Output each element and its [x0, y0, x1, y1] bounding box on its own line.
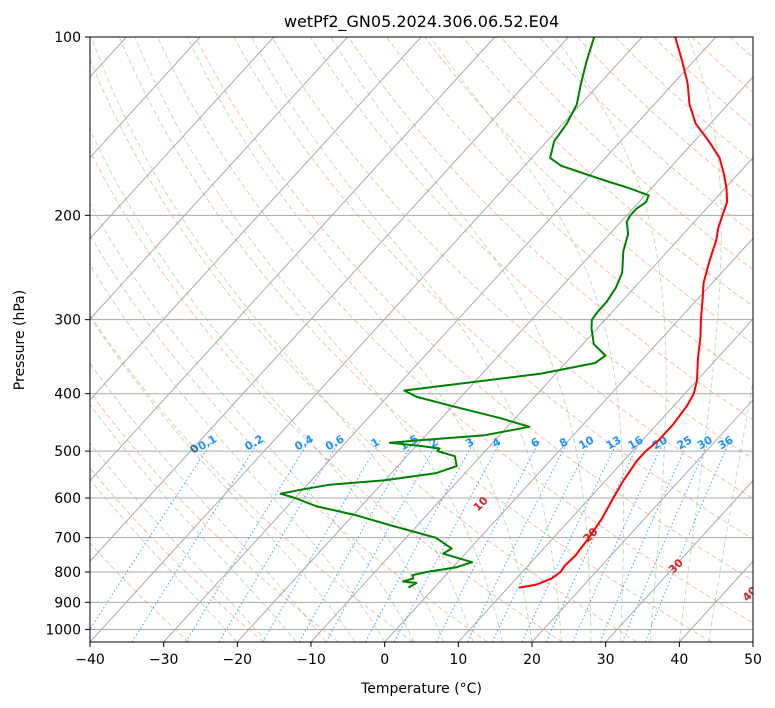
- y-tick-label: 1000: [45, 622, 81, 638]
- y-tick-label: 100: [54, 30, 81, 46]
- y-tick-label: 900: [54, 595, 81, 611]
- isotherm-10: [457, 318, 753, 642]
- mixing-ratio-line: [90, 440, 214, 631]
- isotherm--90: [90, 37, 275, 240]
- y-tick-label: 500: [54, 444, 81, 460]
- dewpoint-line: [279, 37, 650, 589]
- mixing-ratio-line: [599, 440, 690, 642]
- x-tick-label: 30: [597, 652, 615, 668]
- y-tick-label: 400: [54, 387, 81, 403]
- x-axis-title: Temperature (°C): [360, 681, 482, 697]
- isotherm--70: [90, 37, 422, 401]
- plot-frame: [89, 36, 754, 643]
- chart-title: wetPf2_GN05.2024.306.06.52.E04: [284, 12, 559, 32]
- moist-adiabat: [430, 37, 625, 642]
- mixing-ratio-line: [572, 440, 665, 642]
- isotherm--60: [90, 37, 496, 482]
- dry-adiabat: [309, 37, 753, 460]
- moist-adiabat: [186, 37, 533, 642]
- x-tick-label: 40: [670, 652, 688, 668]
- profile-series: [279, 37, 729, 589]
- mixing-ratio-line: [621, 440, 710, 642]
- plot-area: 0.10.20.40.611.52346810131620253036-100-…: [90, 37, 753, 642]
- isotherm--100: [90, 37, 201, 159]
- moist-adiabats: [90, 37, 753, 642]
- moist-adiabat: [90, 403, 297, 642]
- mixing-ratio-line: [131, 440, 260, 642]
- isotherm--40: [90, 37, 643, 642]
- moist-adiabat: [554, 37, 667, 642]
- moist-adiabat: [90, 202, 415, 642]
- x-tick-label: −20: [223, 652, 253, 668]
- y-axis: 100 200 300 400 500 600 700 800 900 1000: [45, 30, 90, 638]
- moist-adiabat: [134, 37, 503, 642]
- y-tick-label: 200: [54, 208, 81, 224]
- x-tick-label: −10: [296, 652, 326, 668]
- moist-adiabat: [708, 379, 753, 642]
- moist-adiabat: [90, 315, 356, 642]
- isotherm--80: [90, 37, 348, 320]
- mixing-ratio-line: [262, 440, 381, 642]
- y-tick-label: 800: [54, 565, 81, 581]
- isobars: [90, 37, 753, 630]
- moist-adiabat: [678, 37, 722, 642]
- y-axis-title: Pressure (hPa): [12, 290, 28, 390]
- y-tick-label: 600: [54, 491, 81, 507]
- dry-adiabat: [157, 37, 753, 624]
- moist-adiabat: [90, 128, 445, 642]
- moist-adiabat: [250, 37, 562, 642]
- isotherm--30: [163, 37, 717, 642]
- x-tick-label: −40: [75, 652, 105, 668]
- dry-adiabat: [424, 37, 753, 344]
- isotherm-20: [531, 399, 753, 642]
- isotherm-0: [384, 237, 753, 642]
- dry-adiabat: [90, 149, 563, 642]
- moist-adiabat: [90, 442, 268, 642]
- x-axis: −40 −30 −20 −10 0 10 20 30 40 50: [75, 642, 762, 668]
- x-tick-label: 20: [523, 652, 541, 668]
- dry-adiabat: [271, 37, 753, 500]
- x-tick-label: 0: [380, 652, 389, 668]
- mixing-ratio-line: [185, 440, 310, 642]
- dry-adiabat: [195, 37, 753, 582]
- isotherm-30: [605, 479, 753, 642]
- y-tick-label: 300: [54, 313, 81, 329]
- moist-adiabat: [330, 37, 592, 642]
- mixing-ratio-line: [364, 440, 476, 642]
- isotherm--10: [310, 156, 753, 642]
- dry-adiabat: [90, 58, 638, 642]
- moist-adiabat: [90, 37, 474, 642]
- mixing-ratio-lines: [90, 440, 731, 642]
- x-tick-label: 50: [744, 652, 762, 668]
- isotherm--20: [236, 76, 753, 642]
- x-tick-label: −30: [149, 652, 179, 668]
- y-tick-label: 700: [54, 531, 81, 547]
- mixing-ratio-line: [491, 440, 592, 642]
- x-tick-label: 10: [449, 652, 467, 668]
- mixing-ratio-line: [545, 440, 641, 642]
- moist-adiabat: [90, 478, 238, 642]
- isotherm--50: [90, 37, 569, 563]
- moist-adiabat: [90, 263, 386, 642]
- mixing-ratio-line: [325, 440, 440, 642]
- temperature-line: [518, 37, 729, 589]
- mixing-ratio-line: [298, 440, 415, 642]
- mixing-ratio-line: [467, 440, 569, 642]
- isotherms: [90, 37, 753, 642]
